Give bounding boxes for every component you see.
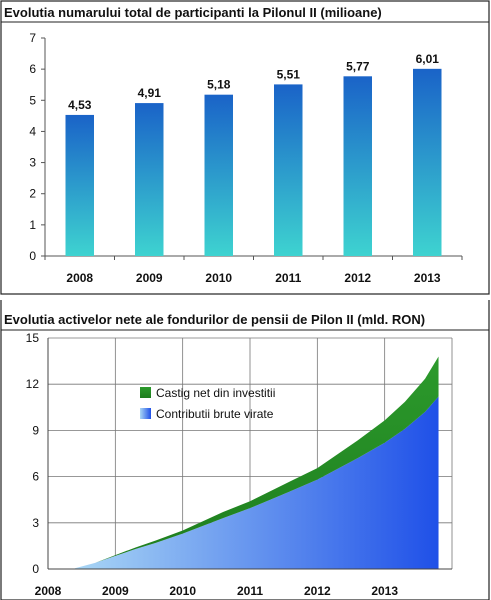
- chart1-x-tick-label: 2010: [205, 271, 232, 285]
- contributions-area: [74, 396, 439, 569]
- bar: [204, 94, 233, 257]
- chart1-data-labels: 4,53 4,91 5,18 5,51 5,77 6,01: [68, 52, 439, 112]
- chart2-y-tick-label: 0: [32, 562, 39, 576]
- legend-swatch-investment-gain: [140, 387, 151, 398]
- chart1-y-tick-label: 7: [29, 31, 36, 45]
- bar: [274, 84, 303, 256]
- chart1-y-tick-label: 5: [29, 93, 36, 107]
- chart1-x-ticks: 2008 2009 2010 2011 2012 2013: [44, 256, 463, 285]
- chart2-y-tick-label: 12: [26, 377, 40, 391]
- chart2-y-tick-label: 9: [32, 423, 39, 437]
- chart1-y-tick-label: 3: [29, 156, 36, 170]
- chart1-y-tick-label: 1: [29, 218, 36, 232]
- bar-value-label: 5,77: [346, 59, 370, 73]
- chart2-frame: [0, 300, 490, 600]
- chart1-bars: [65, 68, 442, 257]
- chart1-x-tick-label: 2009: [136, 271, 163, 285]
- chart2-y-ticks: 0 3 6 9 12 15: [26, 331, 40, 576]
- chart2-x-tick-label: 2010: [169, 584, 196, 598]
- chart2-y-tick-label: 3: [32, 516, 39, 530]
- bar: [65, 114, 94, 257]
- chart1-y-tick-label: 2: [29, 187, 36, 201]
- chart1-x-tick-label: 2013: [414, 271, 441, 285]
- bar: [135, 103, 164, 257]
- chart1-y-tick-label: 6: [29, 62, 36, 76]
- legend-label-investment-gain: Castig net din investitii: [156, 386, 275, 400]
- participants-bar-chart: Evolutia numarului total de participanti…: [0, 0, 490, 295]
- chart2-x-ticks: 2008 2009 2010 2011 2012 2013: [35, 584, 399, 598]
- bar-value-label: 6,01: [416, 52, 440, 66]
- chart2-x-tick-label: 2008: [35, 584, 62, 598]
- bar-value-label: 4,91: [138, 86, 162, 100]
- chart2-x-tick-label: 2009: [102, 584, 129, 598]
- chart2-x-tick-label: 2011: [237, 584, 263, 598]
- chart1-y-tick-label: 4: [29, 124, 36, 138]
- assets-area-chart: Evolutia activelor nete ale fondurilor d…: [0, 300, 490, 600]
- chart1-x-tick-label: 2008: [66, 271, 93, 285]
- chart2-y-tick-label: 6: [32, 470, 39, 484]
- chart2-x-tick-label: 2012: [304, 584, 331, 598]
- chart2-areas: [74, 356, 439, 569]
- chart2-x-tick-label: 2013: [371, 584, 398, 598]
- bar-value-label: 4,53: [68, 98, 92, 112]
- chart1-x-tick-label: 2012: [344, 271, 371, 285]
- legend-label-contributions: Contributii brute virate: [156, 407, 274, 421]
- chart1-title: Evolutia numarului total de participanti…: [4, 5, 382, 20]
- legend-swatch-contributions: [140, 408, 151, 419]
- chart2-y-tick-label: 15: [26, 331, 40, 345]
- bar-value-label: 5,18: [207, 78, 231, 92]
- bar-value-label: 5,51: [277, 67, 301, 81]
- chart2-title: Evolutia activelor nete ale fondurilor d…: [4, 312, 425, 327]
- bar: [343, 76, 372, 256]
- chart2-legend: Castig net din investitii Contributii bru…: [140, 386, 275, 421]
- bar: [413, 68, 442, 257]
- chart1-x-tick-label: 2011: [275, 271, 301, 285]
- chart2-axes: [47, 338, 452, 570]
- chart1-y-tick-label: 0: [29, 249, 36, 263]
- chart1-y-ticks: 0 1 2 3 4 5 6 7: [29, 31, 45, 263]
